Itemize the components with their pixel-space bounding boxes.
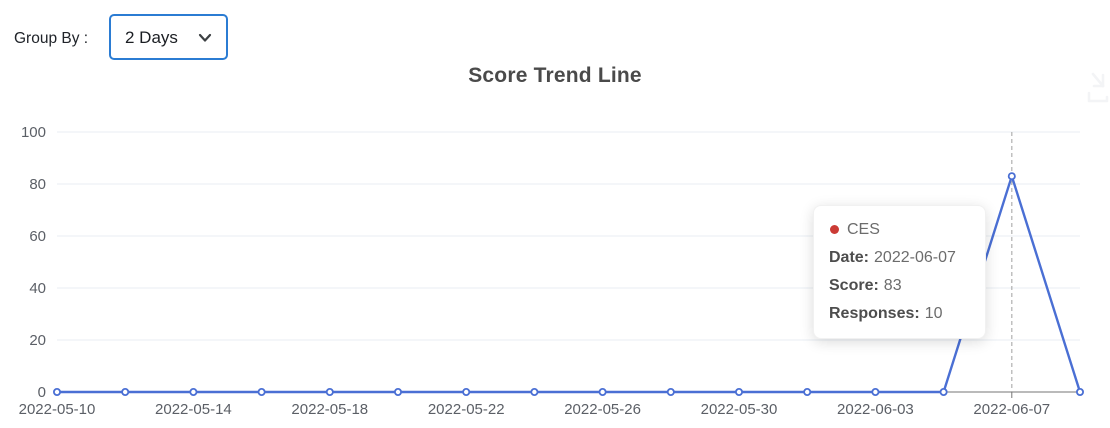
tooltip-date-row: Date: 2022-06-07 (829, 244, 970, 272)
trend-line (55, 174, 1082, 394)
data-point[interactable] (871, 387, 880, 396)
group-by-label: Group By : (14, 30, 89, 47)
data-point[interactable] (393, 387, 402, 396)
y-tick-label: 80 (29, 176, 46, 193)
tooltip-score-value: 83 (883, 277, 902, 294)
y-tick-label: 60 (29, 228, 46, 245)
y-tick-label: 0 (38, 384, 46, 401)
tooltip-series-name: CES (847, 221, 880, 238)
data-point[interactable] (598, 387, 607, 396)
group-by-select-wrap: 2 Days (109, 14, 228, 60)
download-icon[interactable] (1086, 66, 1110, 114)
data-point[interactable] (1007, 172, 1016, 181)
series-dot-icon (830, 225, 839, 234)
x-tick-label: 2022-05-30 (701, 401, 778, 418)
data-point[interactable] (462, 387, 471, 396)
tooltip-score-label: Score: (829, 277, 879, 294)
data-point[interactable] (121, 387, 130, 396)
x-tick-label: 2022-05-10 (19, 401, 96, 418)
x-tick-label: 2022-05-26 (564, 401, 641, 418)
tooltip-date-label: Date: (829, 249, 870, 266)
x-tick-label: 2022-05-14 (155, 401, 232, 418)
x-tick-label: 2022-06-03 (837, 401, 914, 418)
data-point[interactable] (1076, 387, 1085, 396)
x-tick-label: 2022-05-22 (428, 401, 505, 418)
tooltip-score-row: Score: 83 (829, 272, 970, 300)
data-point[interactable] (53, 387, 62, 396)
data-point[interactable] (803, 387, 812, 396)
y-tick-label: 40 (29, 280, 46, 297)
x-tick-label: 2022-06-07 (973, 401, 1050, 418)
x-tick-label: 2022-05-18 (291, 401, 368, 418)
chart-title: Score Trend Line (468, 64, 642, 87)
tooltip-responses-value: 10 (924, 305, 943, 322)
data-point[interactable] (735, 387, 744, 396)
data-point[interactable] (325, 387, 334, 396)
data-point[interactable] (530, 387, 539, 396)
chart-tooltip: CES Date: 2022-06-07 Score: 83 Responses: 1… (813, 205, 986, 339)
tooltip-date-value: 2022-06-07 (874, 249, 956, 266)
y-tick-label: 100 (21, 124, 46, 141)
data-point[interactable] (666, 387, 675, 396)
data-point[interactable] (257, 387, 266, 396)
y-tick-label: 20 (29, 332, 46, 349)
data-point[interactable] (189, 387, 198, 396)
tooltip-responses-row: Responses: 10 (829, 300, 970, 328)
data-point[interactable] (939, 387, 948, 396)
tooltip-series-row: CES (829, 216, 970, 244)
tooltip-responses-label: Responses: (829, 305, 920, 322)
